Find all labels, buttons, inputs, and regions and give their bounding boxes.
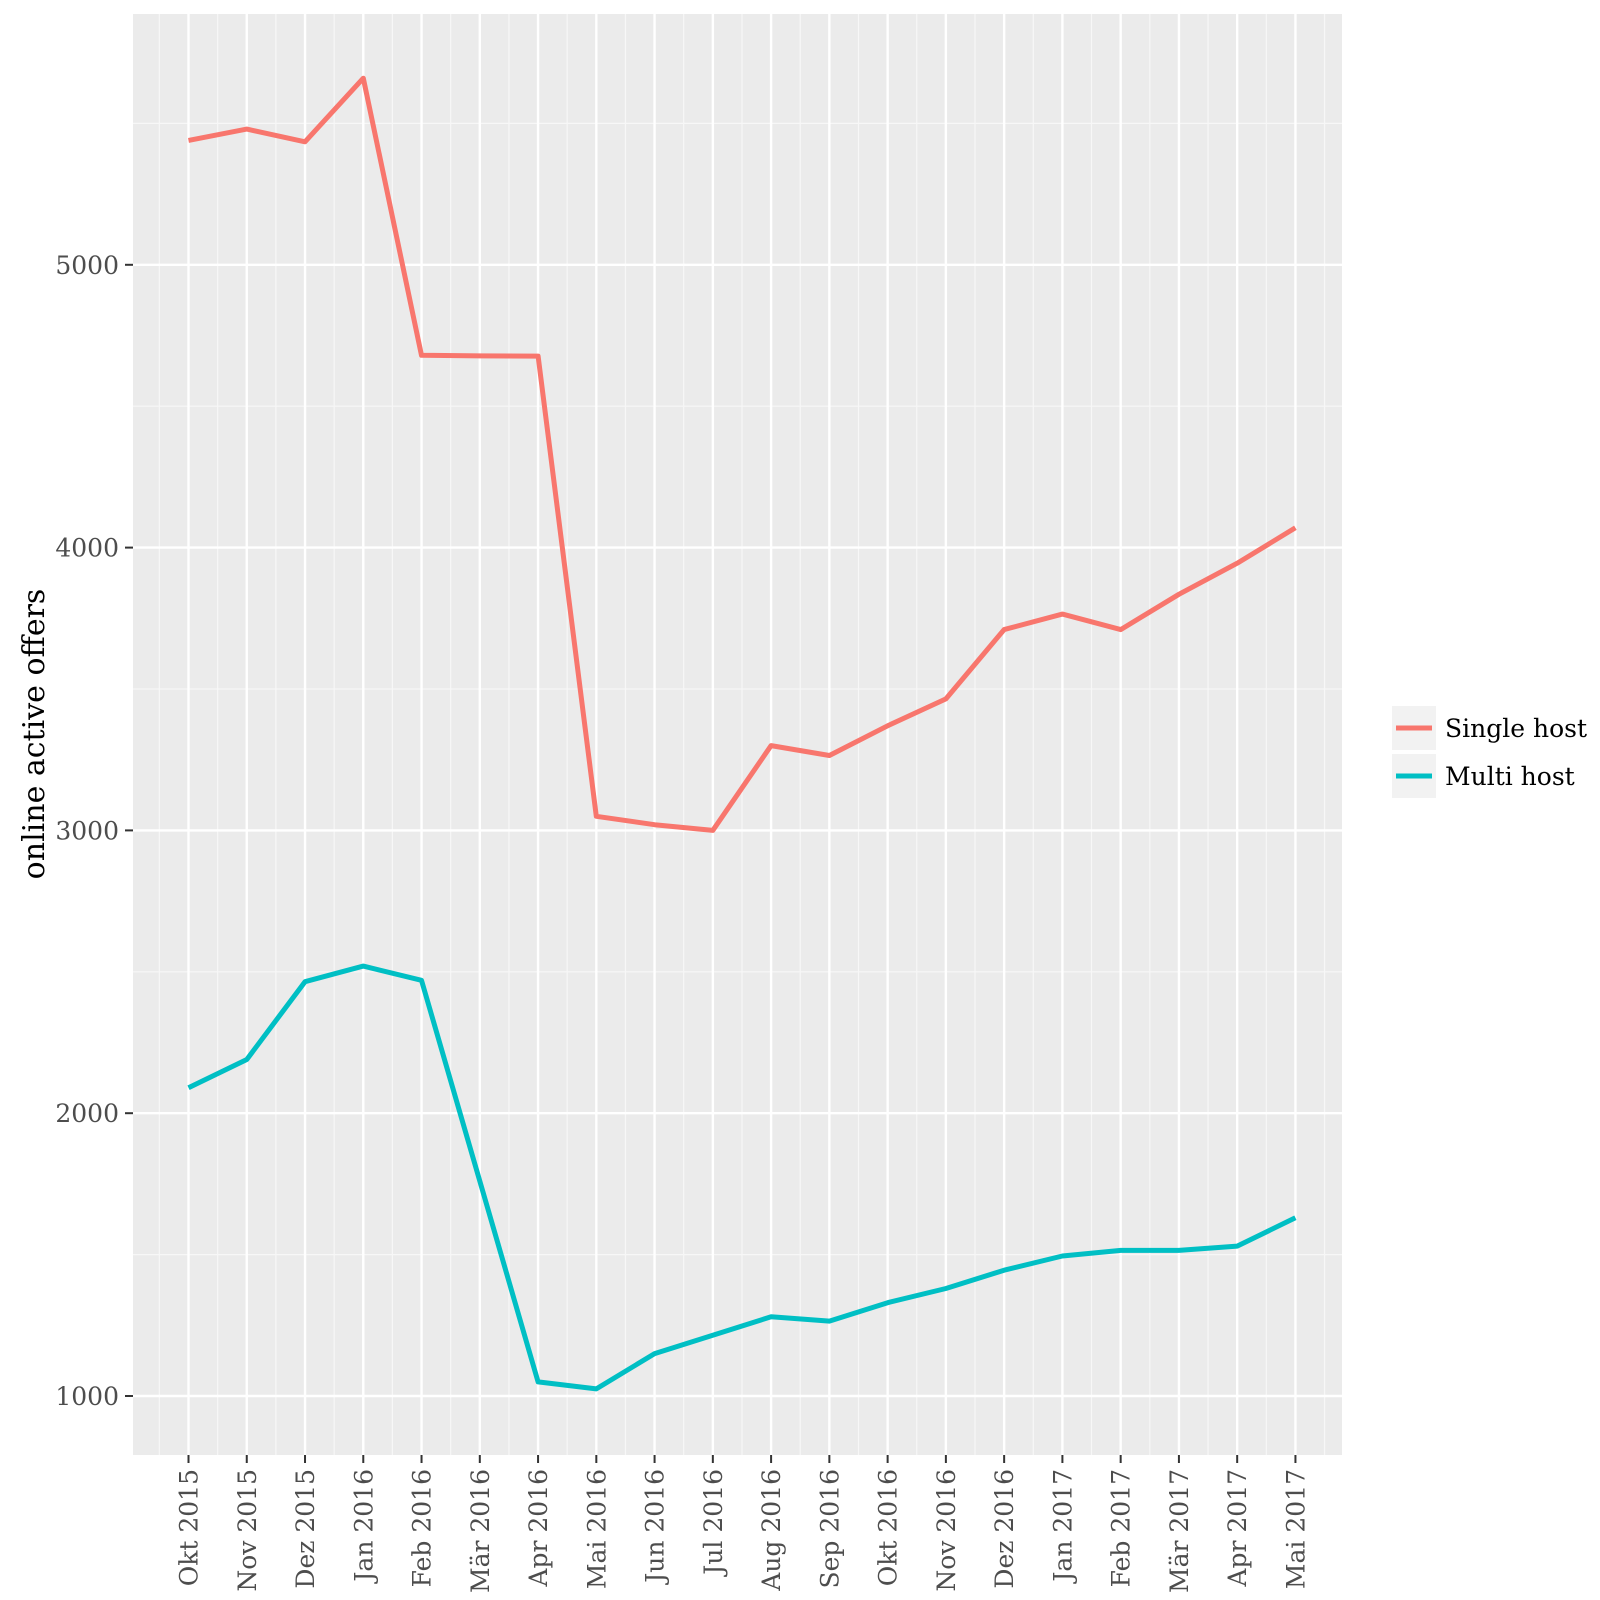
x-tick-label: Jan 2017 bbox=[1048, 1469, 1077, 1585]
x-tick-label: Mai 2016 bbox=[582, 1469, 611, 1589]
x-tick-label: Nov 2015 bbox=[233, 1469, 262, 1592]
x-tick-label: Jun 2016 bbox=[641, 1469, 670, 1586]
legend: Single host Multi host bbox=[1392, 706, 1587, 798]
y-axis-title: online active offers bbox=[17, 589, 52, 880]
x-tick-label: Okt 2016 bbox=[874, 1469, 903, 1586]
plot-panel bbox=[133, 14, 1342, 1455]
x-tick-label: Mär 2017 bbox=[1165, 1469, 1194, 1593]
x-tick-label: Aug 2016 bbox=[757, 1469, 786, 1592]
x-axis: Okt 2015 Nov 2015 Dez 2015 Jan 2016 Feb 2016… bbox=[175, 1455, 1310, 1593]
x-tick-label: Feb 2017 bbox=[1107, 1469, 1136, 1587]
x-tick-label: Feb 2016 bbox=[408, 1469, 437, 1587]
x-tick-label: Jan 2016 bbox=[349, 1469, 378, 1585]
y-tick-label: 1000 bbox=[55, 1382, 119, 1411]
major-gridlines bbox=[133, 14, 1342, 1455]
series-lines bbox=[187, 75, 1297, 1392]
y-tick-label: 5000 bbox=[55, 251, 119, 280]
x-tick-label: Okt 2015 bbox=[175, 1469, 204, 1586]
legend-label: Multi host bbox=[1445, 762, 1575, 791]
x-tick-label: Sep 2016 bbox=[815, 1469, 844, 1589]
legend-label: Single host bbox=[1445, 714, 1587, 743]
x-tick-label: Mai 2017 bbox=[1281, 1469, 1310, 1589]
y-tick-label: 3000 bbox=[55, 816, 119, 845]
x-tick-label: Dez 2015 bbox=[291, 1469, 320, 1589]
x-tick-label: Apr 2017 bbox=[1223, 1469, 1252, 1588]
y-axis: 1000 2000 3000 4000 5000 bbox=[55, 251, 133, 1411]
x-tick-label: Jul 2016 bbox=[699, 1469, 728, 1578]
minor-gridlines bbox=[133, 14, 1342, 1455]
x-tick-label: Mär 2016 bbox=[466, 1469, 495, 1593]
x-tick-label: Dez 2016 bbox=[990, 1469, 1019, 1589]
series-line-single-host bbox=[188, 75, 1297, 833]
y-tick-label: 2000 bbox=[55, 1099, 119, 1128]
x-tick-label: Nov 2016 bbox=[932, 1469, 961, 1592]
x-tick-label: Apr 2016 bbox=[524, 1469, 553, 1588]
series-line-multi-host bbox=[187, 963, 1297, 1392]
y-tick-label: 4000 bbox=[55, 534, 119, 563]
